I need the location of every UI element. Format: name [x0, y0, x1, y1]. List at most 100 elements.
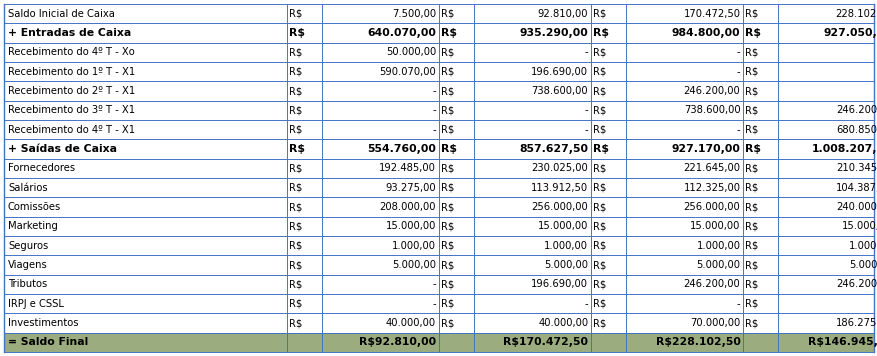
Text: R$: R$ [593, 241, 606, 251]
Text: R$: R$ [440, 279, 454, 289]
Text: -: - [584, 299, 588, 309]
Text: R$: R$ [745, 47, 758, 57]
Text: R$228.102,50: R$228.102,50 [655, 337, 739, 347]
Text: R$: R$ [440, 299, 454, 309]
Text: R$: R$ [289, 221, 302, 231]
Text: 104.387,00: 104.387,00 [835, 183, 877, 193]
Bar [4, 313, 873, 333]
Text: 7.500,00: 7.500,00 [391, 9, 436, 19]
Text: R$: R$ [440, 241, 454, 251]
Text: -: - [584, 105, 588, 115]
Text: Investimentos: Investimentos [8, 318, 78, 328]
Bar [4, 159, 873, 178]
Text: R$: R$ [593, 125, 606, 135]
Text: 15.000,00: 15.000,00 [385, 221, 436, 231]
Text: Viagens: Viagens [8, 260, 47, 270]
Text: Recebimento do 2º T - X1: Recebimento do 2º T - X1 [8, 86, 135, 96]
Text: 554.760,00: 554.760,00 [367, 144, 436, 154]
Bar [4, 178, 873, 197]
Text: R$: R$ [745, 163, 758, 173]
Text: + Entradas de Caixa: + Entradas de Caixa [8, 28, 131, 38]
Text: R$: R$ [440, 260, 454, 270]
Text: 113.912,50: 113.912,50 [531, 183, 588, 193]
Text: R$: R$ [440, 86, 454, 96]
Text: IRPJ e CSSL: IRPJ e CSSL [8, 299, 64, 309]
Text: 256.000,00: 256.000,00 [683, 202, 739, 212]
Text: R$: R$ [745, 67, 758, 77]
Text: 680.850,00: 680.850,00 [835, 125, 877, 135]
Text: + Saídas de Caixa: + Saídas de Caixa [8, 144, 117, 154]
Text: 1.000,00: 1.000,00 [544, 241, 588, 251]
Text: R$: R$ [440, 105, 454, 115]
Text: R$: R$ [593, 47, 606, 57]
Text: 15.000,00: 15.000,00 [538, 221, 588, 231]
Text: R$: R$ [440, 183, 454, 193]
Text: 738.600,00: 738.600,00 [683, 105, 739, 115]
Text: R$146.945,10: R$146.945,10 [807, 337, 877, 347]
Text: Saldo Inicial de Caixa: Saldo Inicial de Caixa [8, 9, 115, 19]
Text: R$: R$ [593, 86, 606, 96]
Text: Marketing: Marketing [8, 221, 58, 231]
Text: R$: R$ [289, 260, 302, 270]
Text: R$: R$ [593, 318, 606, 328]
Text: R$: R$ [440, 28, 457, 38]
Bar [4, 333, 873, 352]
Text: R$: R$ [289, 125, 302, 135]
Bar [4, 81, 873, 101]
Text: 230.025,00: 230.025,00 [531, 163, 588, 173]
Bar [4, 23, 873, 43]
Text: 196.690,00: 196.690,00 [531, 279, 588, 289]
Text: 640.070,00: 640.070,00 [367, 28, 436, 38]
Text: R$: R$ [593, 28, 609, 38]
Text: R$: R$ [745, 125, 758, 135]
Text: R$: R$ [745, 202, 758, 212]
Text: 1.000,00: 1.000,00 [695, 241, 739, 251]
Text: R$: R$ [593, 163, 606, 173]
Bar [4, 4, 873, 23]
Text: R$: R$ [289, 241, 302, 251]
Text: 208.000,00: 208.000,00 [379, 202, 436, 212]
Text: Recebimento do 4º T - Xo: Recebimento do 4º T - Xo [8, 47, 134, 57]
Text: R$: R$ [289, 47, 302, 57]
Text: Tributos: Tributos [8, 279, 47, 289]
Text: R$: R$ [745, 144, 760, 154]
Text: R$: R$ [593, 67, 606, 77]
Text: R$: R$ [440, 144, 457, 154]
Text: R$: R$ [745, 183, 758, 193]
Text: R$: R$ [440, 125, 454, 135]
Text: R$: R$ [289, 105, 302, 115]
Bar [4, 255, 873, 275]
Text: 70.000,00: 70.000,00 [689, 318, 739, 328]
Text: R$: R$ [440, 9, 454, 19]
Text: Recebimento do 3º T - X1: Recebimento do 3º T - X1 [8, 105, 135, 115]
Text: R$: R$ [593, 183, 606, 193]
Text: R$170.472,50: R$170.472,50 [503, 337, 588, 347]
Text: 1.008.207,40: 1.008.207,40 [811, 144, 877, 154]
Text: 935.290,00: 935.290,00 [519, 28, 588, 38]
Text: -: - [736, 125, 739, 135]
Text: 246.200,00: 246.200,00 [835, 279, 877, 289]
Text: 228.102,50: 228.102,50 [835, 9, 877, 19]
Text: -: - [431, 125, 436, 135]
Text: -: - [431, 105, 436, 115]
Text: R$: R$ [289, 28, 304, 38]
Text: 927.050,00: 927.050,00 [823, 28, 877, 38]
Text: R$: R$ [289, 279, 302, 289]
Text: -: - [736, 67, 739, 77]
Text: R$: R$ [745, 241, 758, 251]
Text: 984.800,00: 984.800,00 [671, 28, 739, 38]
Text: R$: R$ [440, 67, 454, 77]
Text: R$: R$ [593, 202, 606, 212]
Text: Recebimento do 1º T - X1: Recebimento do 1º T - X1 [8, 67, 135, 77]
Text: R$: R$ [593, 221, 606, 231]
Text: -: - [431, 279, 436, 289]
Text: 92.810,00: 92.810,00 [537, 9, 588, 19]
Text: R$: R$ [593, 9, 606, 19]
Text: 192.485,00: 192.485,00 [379, 163, 436, 173]
Text: 246.200,00: 246.200,00 [683, 279, 739, 289]
Text: 5.000,00: 5.000,00 [544, 260, 588, 270]
Bar [4, 217, 873, 236]
Text: 170.472,50: 170.472,50 [682, 9, 739, 19]
Text: 738.600,00: 738.600,00 [531, 86, 588, 96]
Text: 50.000,00: 50.000,00 [385, 47, 436, 57]
